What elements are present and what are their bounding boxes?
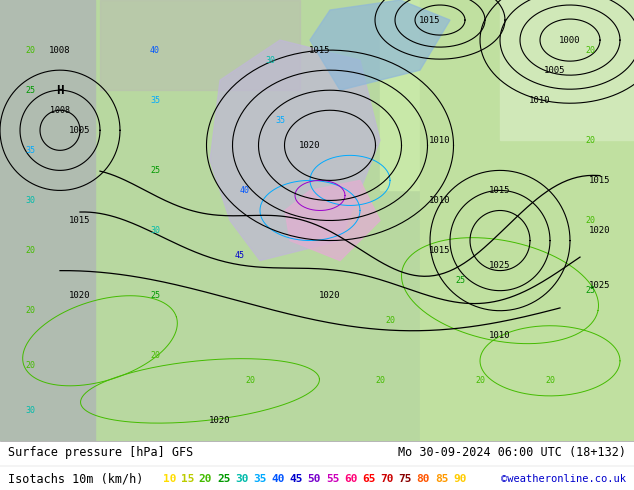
Text: 1020: 1020 xyxy=(299,141,321,150)
Text: 70: 70 xyxy=(380,474,394,484)
Text: 30: 30 xyxy=(150,226,160,235)
Text: 20: 20 xyxy=(585,46,595,54)
Text: 1015: 1015 xyxy=(489,186,511,195)
Text: 25: 25 xyxy=(150,166,160,175)
Text: 1020: 1020 xyxy=(589,226,611,235)
Text: 85: 85 xyxy=(435,474,448,484)
Text: 25: 25 xyxy=(455,276,465,285)
Text: 1010: 1010 xyxy=(489,331,511,340)
Text: 1008: 1008 xyxy=(49,46,71,54)
Text: 60: 60 xyxy=(344,474,358,484)
Text: 90: 90 xyxy=(453,474,467,484)
Text: 1025: 1025 xyxy=(589,281,611,290)
Text: 20: 20 xyxy=(25,246,35,255)
Text: 40: 40 xyxy=(240,186,250,195)
Text: 30: 30 xyxy=(265,56,275,65)
Text: 50: 50 xyxy=(307,474,321,484)
Text: 40: 40 xyxy=(271,474,285,484)
Text: 20: 20 xyxy=(385,316,395,325)
Text: 1015: 1015 xyxy=(309,46,331,54)
Text: 75: 75 xyxy=(398,474,412,484)
Text: Mo 30-09-2024 06:00 UTC (18+132): Mo 30-09-2024 06:00 UTC (18+132) xyxy=(398,446,626,459)
Text: 20: 20 xyxy=(199,474,212,484)
Text: 35: 35 xyxy=(25,146,35,155)
Text: 20: 20 xyxy=(25,46,35,54)
Text: 10: 10 xyxy=(162,474,176,484)
Text: 1015: 1015 xyxy=(419,16,441,24)
Polygon shape xyxy=(310,0,450,90)
Text: 30: 30 xyxy=(235,474,249,484)
Text: 1025: 1025 xyxy=(489,261,511,270)
Text: Surface pressure [hPa] GFS: Surface pressure [hPa] GFS xyxy=(8,446,193,459)
Text: 25: 25 xyxy=(25,86,35,95)
Text: 20: 20 xyxy=(25,306,35,315)
Text: 45: 45 xyxy=(290,474,303,484)
Text: Isotachs 10m (km/h): Isotachs 10m (km/h) xyxy=(8,473,143,486)
Text: 20: 20 xyxy=(475,376,485,385)
Text: 20: 20 xyxy=(375,376,385,385)
Text: 1010: 1010 xyxy=(429,136,451,145)
Text: 1015: 1015 xyxy=(429,246,451,255)
Bar xyxy=(420,0,634,441)
Polygon shape xyxy=(285,180,380,261)
Text: 20: 20 xyxy=(25,361,35,370)
Text: 20: 20 xyxy=(545,376,555,385)
Text: 20: 20 xyxy=(245,376,255,385)
Text: 20: 20 xyxy=(150,351,160,360)
Text: 1008: 1008 xyxy=(50,106,70,115)
Text: 20: 20 xyxy=(585,136,595,145)
Polygon shape xyxy=(210,40,380,261)
Text: 25: 25 xyxy=(150,291,160,300)
Text: 1010: 1010 xyxy=(529,96,551,105)
Bar xyxy=(0,0,95,441)
Text: 35: 35 xyxy=(275,116,285,125)
Text: 30: 30 xyxy=(25,196,35,205)
Text: 1005: 1005 xyxy=(69,126,91,135)
Text: 30: 30 xyxy=(25,406,35,416)
Bar xyxy=(380,0,634,191)
Text: 35: 35 xyxy=(253,474,267,484)
Text: H: H xyxy=(56,84,64,97)
Text: 65: 65 xyxy=(362,474,376,484)
Bar xyxy=(100,0,300,90)
Text: ©weatheronline.co.uk: ©weatheronline.co.uk xyxy=(501,474,626,484)
Text: 25: 25 xyxy=(217,474,231,484)
Text: 1015: 1015 xyxy=(589,176,611,185)
Text: 1020: 1020 xyxy=(209,416,231,425)
Text: 15: 15 xyxy=(181,474,194,484)
Text: 1020: 1020 xyxy=(69,291,91,300)
Text: 1020: 1020 xyxy=(320,291,340,300)
Text: 40: 40 xyxy=(150,46,160,54)
Text: 1015: 1015 xyxy=(69,216,91,225)
Text: 55: 55 xyxy=(326,474,339,484)
Text: 80: 80 xyxy=(417,474,430,484)
Text: 25: 25 xyxy=(585,286,595,295)
Text: 45: 45 xyxy=(235,251,245,260)
Text: 35: 35 xyxy=(150,96,160,105)
Text: 1010: 1010 xyxy=(429,196,451,205)
Text: 1000: 1000 xyxy=(559,36,581,45)
Bar xyxy=(500,0,634,140)
Text: 1005: 1005 xyxy=(544,66,566,74)
Text: 20: 20 xyxy=(585,216,595,225)
